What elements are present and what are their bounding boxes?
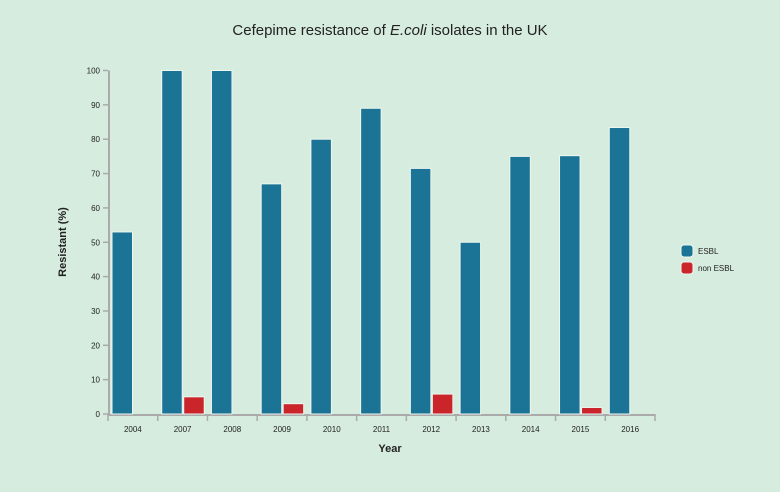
y-tick-label: 10 (91, 376, 100, 385)
y-tick-label: 40 (91, 273, 100, 282)
esbl-bar (559, 155, 581, 415)
chart-title: Cefepime resistance of E.coli isolates i… (232, 22, 547, 39)
y-tick-label: 70 (91, 170, 100, 179)
x-tick-label: 2004 (124, 425, 142, 434)
y-tick-label: 50 (91, 238, 100, 247)
x-tick-label: 2012 (422, 425, 440, 434)
y-tick-label: 30 (91, 307, 100, 316)
y-axis-label: Resistant (%) (57, 207, 69, 277)
x-tick-label: 2011 (373, 425, 391, 434)
esbl-bar (509, 155, 531, 415)
non-esbl-bar (431, 393, 454, 415)
x-tick-label: 2007 (174, 425, 192, 434)
legend-label: non ESBL (698, 264, 735, 273)
x-tick-label: 2010 (323, 425, 341, 434)
esbl-bar (608, 127, 631, 415)
y-tick-label: 60 (91, 204, 100, 213)
x-tick-label: 2014 (522, 425, 540, 434)
x-axis-label: Year (378, 443, 402, 455)
legend-swatch (680, 244, 694, 258)
x-tick-label: 2009 (273, 425, 291, 434)
esbl-bar (210, 70, 233, 415)
title-italic: E.coli (390, 22, 427, 39)
x-tick-label: 2015 (572, 425, 590, 434)
title-prefix: Cefepime resistance of (232, 22, 390, 39)
non-esbl-bar (581, 406, 603, 415)
y-tick-label: 80 (91, 135, 100, 144)
x-tick-label: 2013 (472, 425, 490, 434)
x-tick-label: 2008 (223, 425, 241, 434)
y-tick-label: 100 (87, 67, 101, 76)
title-suffix: isolates in the UK (427, 22, 548, 39)
y-tick-label: 90 (91, 101, 100, 110)
esbl-bar (111, 231, 133, 415)
esbl-bar (310, 138, 332, 415)
non-esbl-bar (282, 403, 305, 415)
y-tick-label: 20 (91, 341, 100, 350)
legend-label: ESBL (698, 247, 719, 256)
non-esbl-bar (183, 396, 205, 415)
esbl-bar (409, 167, 432, 415)
legend-swatch (680, 261, 694, 275)
esbl-bar (360, 107, 382, 415)
esbl-bar (161, 70, 183, 415)
esbl-bar (260, 183, 283, 415)
x-tick-label: 2016 (621, 425, 639, 434)
esbl-bar (459, 241, 482, 415)
y-tick-label: 0 (96, 410, 101, 419)
